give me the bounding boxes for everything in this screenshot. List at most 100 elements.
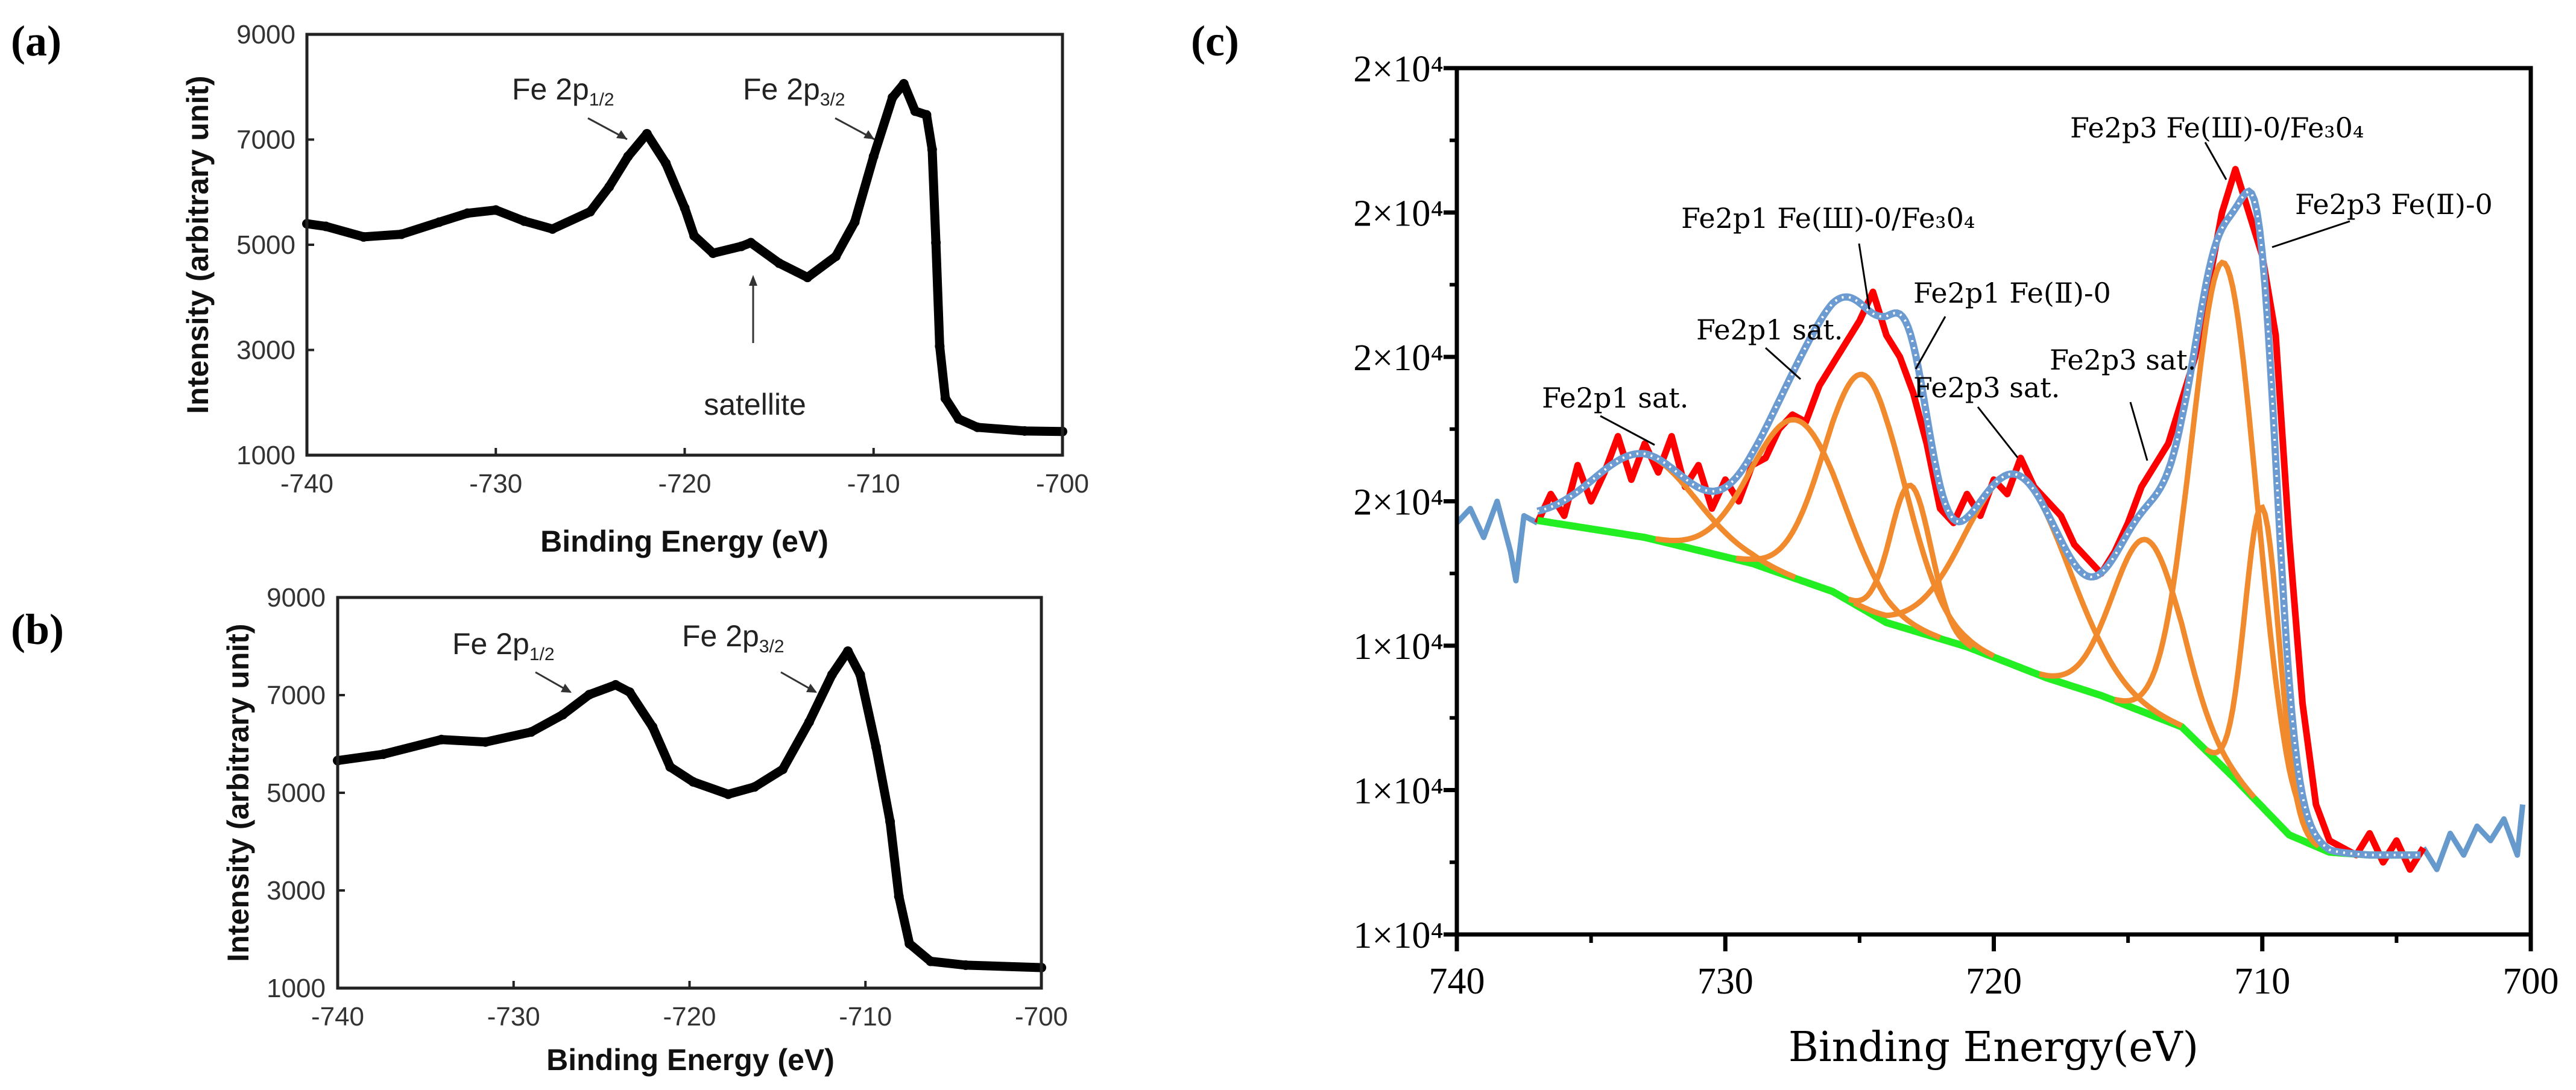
y-tick-label: 9000 — [267, 583, 326, 613]
chart-a: 1000 3000 5000 7000 9000 -740 -730 -720 -710 -700… — [181, 20, 1089, 558]
data-point — [378, 749, 388, 760]
x-tick-label: -740 — [311, 1002, 364, 1032]
arrowhead-icon — [863, 130, 874, 139]
arrowhead-icon — [561, 684, 572, 693]
annotation-fe2p1-sat-1: Fe2p1 sat. — [1696, 313, 1843, 346]
x-tick-label: 700 — [2503, 961, 2559, 1002]
leader-line — [2271, 220, 2350, 248]
data-point — [750, 782, 760, 792]
data-point — [1020, 426, 1030, 436]
background-line — [1536, 517, 2421, 859]
data-point — [953, 414, 964, 424]
y-tick-label: 7000 — [236, 125, 295, 155]
data-point — [843, 646, 853, 657]
x-tick-label: 730 — [1697, 961, 1754, 1002]
annotation-b-fe2p12: Fe 2p1/2 — [452, 627, 555, 664]
y-tick-label: 7000 — [267, 681, 326, 710]
data-point — [723, 789, 733, 799]
y-axis-title-a: Intensity (arbitrary unit) — [181, 75, 215, 414]
plot-frame-c — [1454, 66, 2533, 937]
data-point — [519, 216, 529, 226]
data-point — [688, 777, 698, 787]
data-point — [481, 737, 491, 747]
annotation-subscript: 1/2 — [529, 644, 555, 664]
x-axis-title-b: Binding Energy (eV) — [546, 1043, 835, 1077]
y-tick-label: 1000 — [236, 441, 295, 470]
data-point — [935, 341, 945, 351]
annotation-fe2p1-fe2: Fe2p1 Fe(Ⅱ)-0 — [1913, 277, 2111, 309]
data-point — [804, 717, 814, 727]
y-tick-label: 5000 — [236, 230, 295, 260]
data-point — [625, 687, 635, 698]
x-tick-label: 710 — [2234, 961, 2290, 1002]
x-tick-label: -710 — [847, 469, 900, 499]
data-point — [585, 207, 595, 217]
leader-line — [2204, 142, 2227, 180]
data-point — [888, 92, 898, 102]
annotation-b-fe2p32: Fe 2p3/2 — [682, 619, 784, 657]
arrowhead-icon — [806, 684, 817, 693]
x-tick-label: 720 — [1966, 961, 2022, 1002]
annotation-text: Fe 2p — [452, 627, 529, 661]
x-tick-label: -710 — [839, 1002, 892, 1032]
data-point — [584, 690, 595, 700]
data-point — [689, 231, 699, 241]
data-point — [855, 669, 865, 679]
y-tick-label: 1000 — [267, 974, 326, 1003]
leader-line — [1977, 406, 2019, 458]
data-point — [803, 272, 813, 283]
annotation-subscript: 1/2 — [589, 90, 614, 110]
y-tick-label: 3000 — [267, 876, 326, 906]
x-tick-label: -730 — [469, 469, 522, 499]
data-point — [921, 110, 932, 120]
data-point — [910, 106, 920, 116]
x-tick-label: -730 — [487, 1002, 540, 1032]
data-point — [558, 710, 568, 720]
x-axis-title-c: Binding Energy(eV) — [1788, 1024, 2199, 1071]
x-tick-label: -700 — [1015, 1002, 1068, 1032]
y-tick-label: 2×10⁴ — [1353, 482, 1444, 523]
y-tick-label: 2×10⁴ — [1353, 338, 1444, 379]
data-point — [904, 939, 915, 949]
annotation-fe2p3-sat-1: Fe2p3 sat. — [1913, 371, 2060, 404]
y-tick-label: 1×10⁴ — [1353, 915, 1444, 956]
raw-data-outside-line — [1454, 499, 1539, 584]
data-point — [931, 238, 941, 248]
x-tick-label: 740 — [1429, 961, 1485, 1002]
x-tick-label: -720 — [658, 469, 711, 499]
data-point — [827, 669, 837, 679]
data-point — [778, 764, 788, 775]
component-peak-4 — [1848, 482, 1974, 650]
spectrum-line-a — [302, 79, 1067, 436]
data-point — [462, 208, 473, 218]
data-point — [927, 145, 937, 155]
y-tick-label: 1×10⁴ — [1353, 626, 1444, 667]
data-point — [708, 248, 718, 258]
x-axis-title-a: Binding Energy (eV) — [540, 525, 829, 558]
spectrum-line-b — [333, 646, 1046, 972]
y-tick-label: 3000 — [236, 336, 295, 365]
leader-line — [1858, 243, 1870, 310]
annotation-a-fe2p32: Fe 2p3/2 — [743, 72, 845, 110]
data-point — [736, 241, 747, 251]
chart-c: 1×10⁴ 1×10⁴ 1×10⁴ 2×10⁴ 2×10⁴ 2×10⁴ 2×10⁴ 740 73… — [1353, 49, 2559, 1071]
leader-line — [1600, 415, 1655, 446]
data-point — [961, 960, 971, 970]
annotation-fe2p3-fe3: Fe2p3 Fe(Ш)-0/Fe₃0₄ — [2070, 112, 2364, 144]
data-point — [831, 251, 841, 262]
annotation-text: Fe 2p — [512, 72, 589, 106]
data-point — [548, 224, 558, 234]
data-point — [680, 203, 690, 213]
data-point — [746, 238, 756, 248]
component-peak-8 — [2204, 504, 2321, 849]
annotations-c: Fe2p3 Fe(Ш)-0/Fe₃0₄ Fe2p3 Fe(Ⅱ)-0 Fe2p1 … — [1542, 112, 2493, 461]
y-tick-label: 1×10⁴ — [1353, 771, 1444, 812]
annotation-fe2p3-fe2: Fe2p3 Fe(Ⅱ)-0 — [2295, 188, 2493, 221]
arrowhead-icon — [616, 130, 627, 139]
data-point — [642, 128, 652, 139]
arrowhead-icon — [749, 275, 757, 286]
data-point — [526, 727, 536, 737]
panel-label-a: (a) — [11, 17, 62, 65]
data-point — [610, 679, 620, 690]
